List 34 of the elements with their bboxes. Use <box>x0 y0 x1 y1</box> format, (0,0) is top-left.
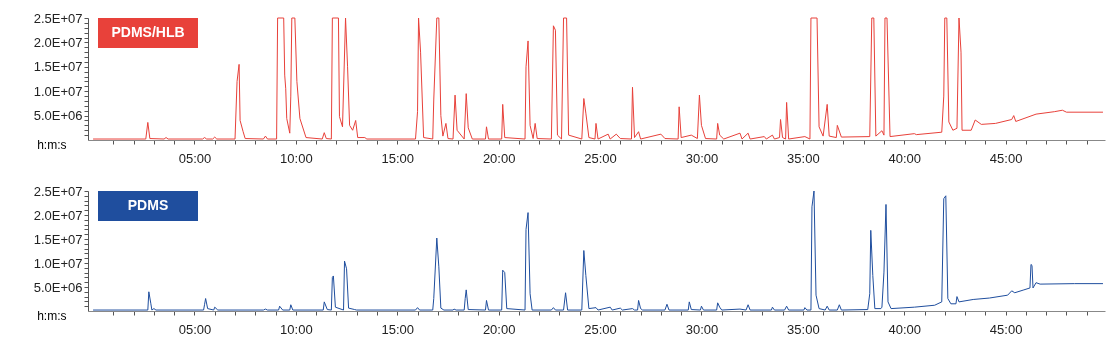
x-axis-title: h:m:s <box>37 308 67 323</box>
y-tick-label: 2.5E+07 <box>33 10 83 26</box>
y-tick-label: 1.5E+07 <box>33 59 83 75</box>
x-tick-label: 25:00 <box>584 321 617 337</box>
x-tick-label: 40:00 <box>888 150 922 166</box>
text: PDMS <box>127 197 169 213</box>
y-tick-label: 2.0E+07 <box>33 207 83 223</box>
x-axis-title: h:m:s <box>37 137 67 152</box>
x-tick-label: 35:00 <box>787 150 820 166</box>
x-tick-label: 35:00 <box>787 321 820 337</box>
y-tick-label: 1.5E+07 <box>33 231 83 247</box>
x-tick-label: 15:00 <box>381 321 415 337</box>
x-tick-label: 25:00 <box>584 150 617 166</box>
x-tick-label: 10:00 <box>280 150 313 166</box>
x-tick-label: 15:00 <box>381 150 415 166</box>
x-tick-label: 45:00 <box>989 321 1023 337</box>
x-tick-label: 30:00 <box>685 321 719 337</box>
y-tick-label: 1.0E+07 <box>33 83 83 99</box>
y-tick-label: 5.0E+06 <box>33 279 83 295</box>
y-tick-label: 2.0E+07 <box>33 34 83 50</box>
x-tick-label: 20:00 <box>482 150 516 166</box>
y-tick-label: 1.0E+07 <box>33 255 83 271</box>
x-tick-label: 05:00 <box>178 321 212 337</box>
x-tick-label: 20:00 <box>482 321 516 337</box>
line-series <box>92 17 1104 140</box>
x-tick-label: 40:00 <box>888 321 922 337</box>
x-tick-label: 30:00 <box>685 150 719 166</box>
x-tick-label: 10:00 <box>280 321 313 337</box>
line-series <box>92 190 1104 311</box>
y-tick-label: 2.5E+07 <box>33 183 83 199</box>
text: PDMS/HLB <box>111 24 185 40</box>
x-tick-label: 05:00 <box>178 150 212 166</box>
y-tick-label: 5.0E+06 <box>33 108 83 124</box>
x-tick-label: 45:00 <box>989 150 1023 166</box>
